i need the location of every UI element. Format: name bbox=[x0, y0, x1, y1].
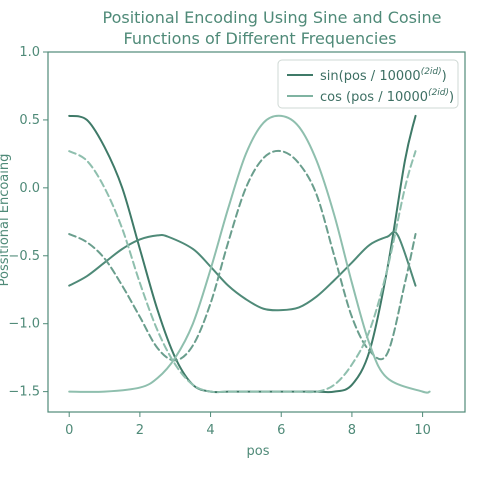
y-tick-label: 0.0 bbox=[19, 181, 40, 196]
y-tick-label: −1.5 bbox=[8, 385, 40, 400]
series-line-2 bbox=[68, 230, 417, 312]
series-line-5 bbox=[68, 114, 431, 394]
series-line-4 bbox=[68, 150, 417, 394]
x-tick-label: 4 bbox=[206, 423, 214, 438]
plot-frame bbox=[47, 51, 466, 413]
chart-title-line-2: Functions of Different Frequencies bbox=[124, 29, 397, 48]
y-axis-label: Possitional Encoaing bbox=[0, 154, 12, 287]
y-tick-label: 1.0 bbox=[19, 45, 40, 60]
series-line-1 bbox=[68, 114, 417, 394]
y-tick-label: 0.5 bbox=[19, 113, 40, 128]
x-tick-label: 0 bbox=[65, 423, 73, 438]
legend-label-1: sin(pos / 10000(2id)) bbox=[320, 67, 447, 84]
legend-box bbox=[277, 59, 459, 109]
x-axis-label: pos bbox=[247, 444, 270, 459]
legend-label-2: cos (pos / 10000(2id)) bbox=[320, 88, 454, 105]
x-tick-label: 10 bbox=[414, 423, 431, 438]
series-line-3 bbox=[68, 149, 417, 362]
x-tick-label: 8 bbox=[348, 423, 356, 438]
y-tick-label: −0.5 bbox=[8, 249, 40, 264]
x-tick-label: 2 bbox=[136, 423, 144, 438]
legend: sin(pos / 10000(2id)) cos (pos / 10000(2i… bbox=[277, 59, 459, 109]
x-tick-label: 6 bbox=[277, 423, 285, 438]
chart-title-line-1: Positional Encoding Using Sine and Cosin… bbox=[103, 8, 442, 27]
plot-area: 0 2 4 6 8 10 1.0 0.5 0.0 −0.5 −1.0 −1.5 bbox=[8, 45, 466, 438]
y-tick-label: −1.0 bbox=[8, 317, 40, 332]
